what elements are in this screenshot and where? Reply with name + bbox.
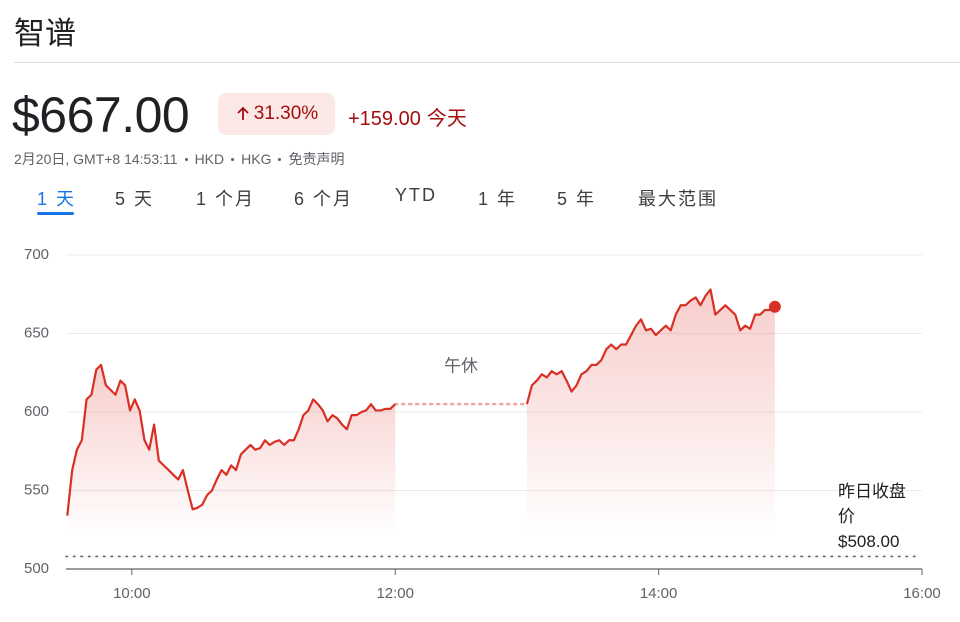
range-tab[interactable]: 1 天 — [37, 185, 76, 215]
last-price-dot — [768, 300, 781, 313]
separator — [278, 157, 282, 161]
y-tick-label: 550 — [24, 481, 49, 498]
change-percent: 31.30% — [253, 103, 319, 124]
range-tab[interactable]: 5 年 — [557, 189, 597, 209]
range-tab[interactable]: YTD — [395, 185, 437, 205]
divider — [14, 62, 960, 63]
up-arrow-icon — [237, 106, 249, 120]
previous-close-label: 昨日收盘价 — [838, 482, 906, 526]
x-tick-label: 12:00 — [376, 585, 414, 602]
previous-close: 昨日收盘价 $508.00 — [838, 479, 920, 554]
y-tick-label: 650 — [24, 324, 49, 341]
range-tab[interactable]: 1 年 — [478, 189, 518, 209]
separator — [231, 157, 235, 161]
x-tick-label: 14:00 — [640, 585, 678, 602]
stock-name: 智谱 — [14, 16, 76, 51]
y-tick-label: 700 — [24, 246, 49, 263]
range-tab[interactable]: 最大范围 — [638, 189, 718, 209]
change-row: +159.00 今天 — [348, 102, 467, 131]
area — [67, 364, 396, 537]
lunch-annotation: 午休 — [444, 356, 478, 375]
change-badge: 31.30% — [218, 93, 335, 135]
x-tick-label: 10:00 — [113, 585, 151, 602]
change-amount: +159.00 — [348, 108, 421, 130]
y-tick-label: 600 — [24, 403, 49, 420]
timestamp: 2月20日, GMT+8 14:53:11 — [14, 151, 178, 167]
currency: HKD — [194, 151, 225, 167]
range-tab[interactable]: 1 个月 — [196, 189, 256, 209]
disclaimer-link[interactable]: 免责声明 — [288, 151, 345, 167]
range-tabs: 1 天 5 天 1 个月 6 个月 YTD 1 年 5 年 最大范围 — [0, 185, 760, 219]
range-tab[interactable]: 6 个月 — [294, 189, 354, 209]
exchange: HKG — [241, 151, 272, 167]
y-tick-label: 500 — [24, 560, 49, 577]
previous-close-value: $508.00 — [838, 532, 900, 551]
area — [526, 289, 775, 537]
range-tab[interactable]: 5 天 — [115, 189, 155, 209]
x-tick-label: 16:00 — [903, 585, 941, 602]
info-line: 2月20日, GMT+8 14:53:11 HKD HKG 免责声明 — [14, 149, 344, 169]
price: $667.00 — [12, 87, 190, 143]
separator — [184, 157, 188, 161]
price-line — [66, 288, 776, 516]
change-period: 今天 — [426, 108, 467, 130]
